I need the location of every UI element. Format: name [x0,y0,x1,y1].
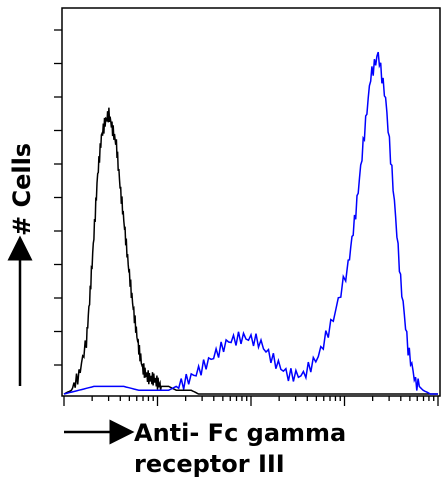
histogram-series-1 [63,107,438,395]
y-axis-ticks [54,29,62,366]
x-axis-label-line-2: receptor III [134,450,285,478]
x-axis-label-line-1: Anti- Fc gamma [134,419,346,447]
histogram-series-2 [63,51,438,395]
y-axis-label: # Cells [8,143,36,236]
x-axis-ticks [63,396,439,406]
histogram-series [63,51,438,395]
